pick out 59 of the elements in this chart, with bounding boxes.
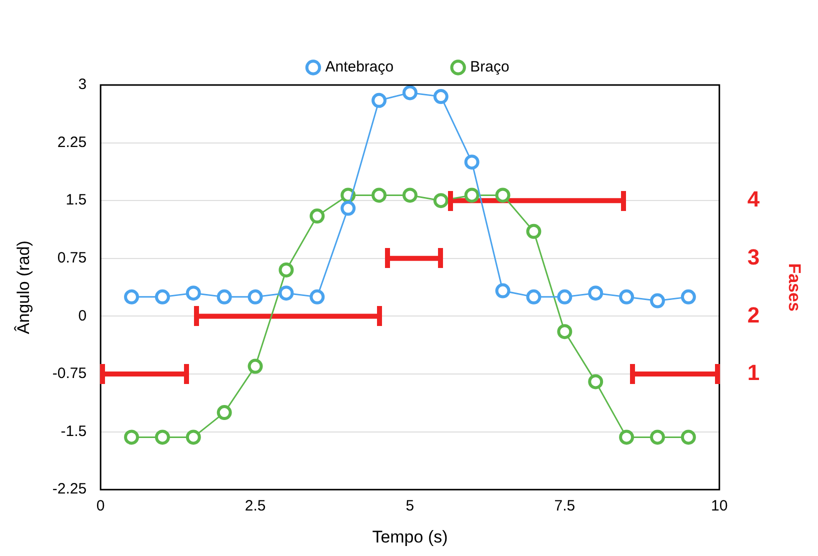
y2-tick-label: 3: [747, 244, 760, 270]
point: [588, 374, 604, 390]
x-tick-label: 5: [406, 498, 414, 515]
point: [557, 324, 572, 340]
point: [248, 289, 263, 304]
y2-tick-label: 1: [747, 360, 760, 386]
y-tick-label: 1.5: [66, 192, 87, 209]
x-tick-label: 0: [96, 498, 105, 515]
y-tick-label: -1.5: [60, 422, 87, 440]
point: [372, 92, 387, 108]
point: [310, 208, 325, 224]
x-tick-label: 2.5: [244, 498, 266, 515]
point: [619, 430, 634, 445]
point: [495, 283, 510, 298]
point: [310, 289, 325, 304]
point: [124, 289, 140, 304]
y2-axis-title: Fases: [785, 263, 804, 312]
point: [650, 293, 665, 308]
point: [433, 89, 448, 104]
y-tick-label: 2.25: [57, 134, 87, 151]
y-axis-title: Ângulo (rad): [14, 240, 33, 334]
point: [495, 188, 510, 203]
y2-tick-label: 2: [747, 302, 760, 328]
point: [526, 224, 542, 239]
point: [402, 85, 418, 100]
point: [248, 358, 263, 374]
y-tick-label: 0.75: [57, 250, 87, 267]
point: [557, 289, 572, 304]
y-tick-label: -2.25: [52, 480, 87, 498]
point: [278, 286, 294, 301]
point: [464, 154, 480, 170]
point: [650, 430, 665, 445]
y-tick-label: 0: [78, 307, 87, 324]
point: [680, 289, 696, 304]
point: [464, 188, 480, 203]
point: [372, 188, 387, 203]
point: [588, 286, 604, 301]
x-tick-label: 7.5: [554, 498, 576, 515]
x-tick-label: 10: [711, 498, 728, 515]
point: [340, 200, 356, 216]
point: [526, 289, 542, 304]
point: [278, 262, 294, 278]
y2-tick-label: 4: [747, 186, 760, 212]
point: [154, 289, 170, 304]
point: [680, 430, 696, 445]
point: [186, 286, 201, 301]
legend-label: Braço: [470, 58, 510, 76]
point: [124, 430, 140, 445]
point: [619, 289, 634, 304]
point: [154, 430, 170, 445]
point: [433, 193, 448, 208]
point: [216, 289, 232, 304]
y-tick-label: 3: [78, 76, 87, 94]
x-axis-title: Tempo (s): [372, 527, 448, 546]
legend-label: Antebraço: [325, 58, 394, 76]
point: [216, 405, 232, 420]
point: [402, 188, 418, 203]
y-tick-label: -0.75: [52, 365, 87, 382]
point: [186, 430, 201, 445]
